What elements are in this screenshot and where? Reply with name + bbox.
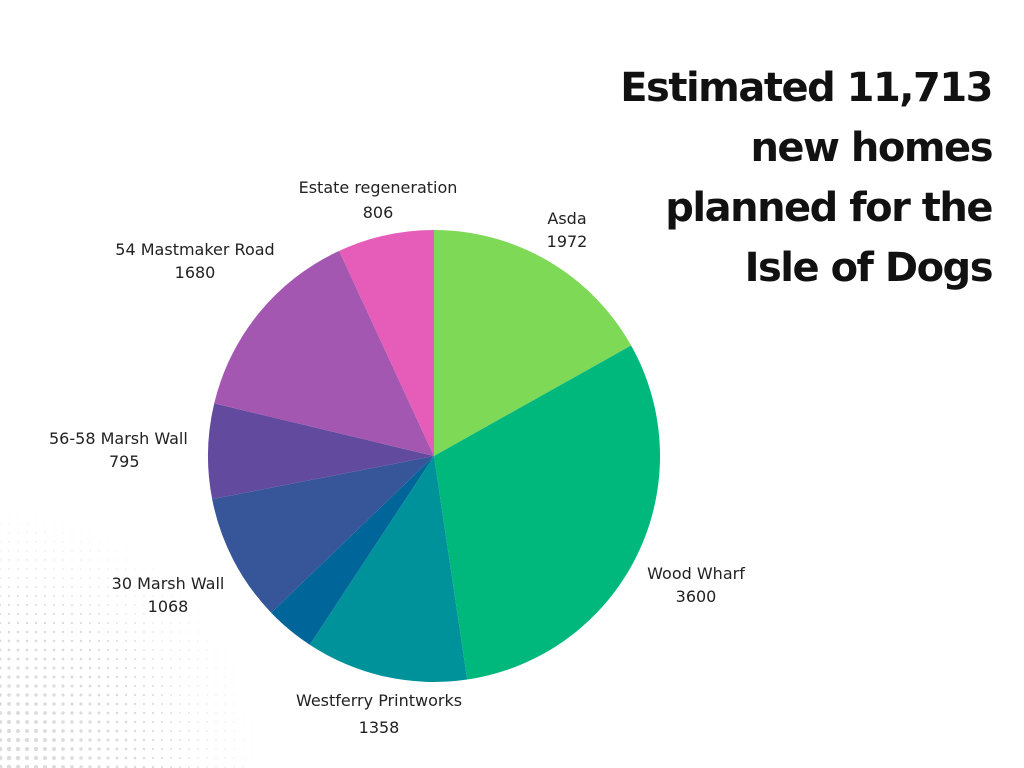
label-estate-regeneration-name: Estate regeneration [298, 178, 458, 197]
label-wood-wharf-name: Wood Wharf [647, 564, 745, 583]
label-56-58-marsh-wall-value: 795 [109, 452, 140, 471]
pie-slice-54-mastmaker-road [214, 250, 434, 456]
label-wood-wharf: Wood Wharf 3600 [647, 562, 745, 608]
label-56-58-marsh-wall: 56-58 Marsh Wall 795 [49, 427, 188, 473]
label-asda: Asda 1972 [547, 207, 588, 253]
label-asda-value: 1972 [546, 232, 588, 251]
label-estate-regeneration-value: 806 [362, 203, 394, 222]
label-54-mastmaker-name: 54 Mastmaker Road [115, 240, 275, 259]
label-56-58-marsh-wall-name: 56-58 Marsh Wall [49, 429, 188, 448]
label-westferry-printworks: Westferry Printworks 1358 [296, 689, 462, 739]
pie-slice-westferry-printworks [309, 456, 468, 683]
label-westferry-value: 1358 [358, 718, 400, 737]
title-line-2: new homes [750, 125, 993, 171]
pie-slice-estate-regeneration [339, 230, 434, 456]
label-54-mastmaker-road: 54 Mastmaker Road 1680 [115, 238, 274, 284]
pie-slice-56-58-marsh-wall [207, 403, 434, 500]
title-line-3: planned for the [665, 185, 993, 231]
pie-slice-wood-wharf [434, 345, 660, 680]
label-30-marsh-wall: 30 Marsh Wall 1068 [112, 572, 225, 618]
label-asda-name: Asda [547, 209, 587, 228]
label-30-marsh-wall-name: 30 Marsh Wall [111, 574, 225, 593]
label-30-marsh-wall-value: 1068 [147, 597, 189, 616]
label-westferry-name: Westferry Printworks [295, 691, 463, 710]
chart-title: Estimated 11,713 new homes planned for t… [572, 58, 994, 298]
label-54-mastmaker-value: 1680 [174, 263, 216, 282]
pie-slice-unlabeled [271, 456, 434, 645]
title-line-1: Estimated 11,713 [620, 65, 993, 111]
pie-slice-30-marsh-wall [212, 456, 434, 613]
label-wood-wharf-value: 3600 [675, 587, 717, 606]
label-estate-regeneration: Estate regeneration 806 [299, 176, 458, 224]
title-line-4: Isle of Dogs [744, 245, 994, 291]
pie-slice-asda [434, 230, 632, 456]
